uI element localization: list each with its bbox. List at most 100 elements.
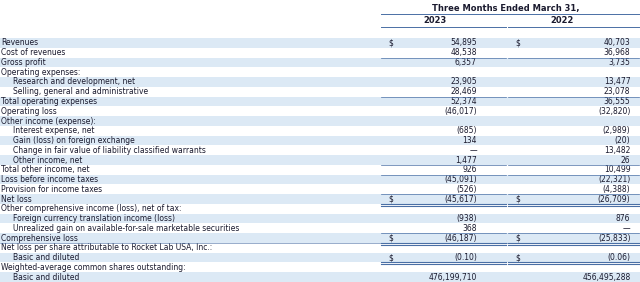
- Text: $: $: [388, 253, 394, 262]
- Text: Net loss per share attributable to Rocket Lab USA, Inc.:: Net loss per share attributable to Rocke…: [1, 243, 212, 252]
- Text: (26,709): (26,709): [598, 195, 630, 204]
- Bar: [0, 223, 640, 233]
- Text: $: $: [515, 38, 520, 47]
- Text: Other income (expense):: Other income (expense):: [1, 116, 96, 125]
- Text: 23,078: 23,078: [604, 87, 630, 96]
- Text: Weighted-average common shares outstanding:: Weighted-average common shares outstandi…: [1, 263, 186, 272]
- Text: (45,091): (45,091): [444, 175, 477, 184]
- Text: 28,469: 28,469: [451, 87, 477, 96]
- Text: Foreign currency translation income (loss): Foreign currency translation income (los…: [13, 214, 175, 223]
- Text: $: $: [515, 253, 520, 262]
- Text: (0.10): (0.10): [454, 253, 477, 262]
- Bar: [0, 67, 640, 77]
- Text: (32,820): (32,820): [598, 107, 630, 116]
- Bar: [0, 263, 640, 272]
- Text: Comprehensive loss: Comprehensive loss: [1, 233, 78, 243]
- Text: 36,968: 36,968: [604, 48, 630, 57]
- Text: (20): (20): [615, 136, 630, 145]
- Text: 23,905: 23,905: [450, 78, 477, 87]
- Text: $: $: [515, 233, 520, 243]
- Text: Other income, net: Other income, net: [13, 156, 82, 164]
- Text: Operating expenses:: Operating expenses:: [1, 68, 81, 77]
- Text: 926: 926: [462, 165, 477, 174]
- Text: —: —: [623, 224, 630, 233]
- Text: (4,388): (4,388): [603, 185, 630, 194]
- Text: (526): (526): [456, 185, 477, 194]
- Text: $: $: [388, 38, 394, 47]
- Bar: [0, 58, 640, 67]
- Bar: [0, 272, 640, 282]
- Bar: [0, 136, 640, 146]
- Text: Other comprehensive income (loss), net of tax:: Other comprehensive income (loss), net o…: [1, 204, 182, 213]
- Text: $: $: [388, 233, 394, 243]
- Text: $: $: [388, 195, 394, 204]
- Bar: [0, 253, 640, 263]
- Text: 3,735: 3,735: [609, 58, 630, 67]
- Text: 6,357: 6,357: [455, 58, 477, 67]
- Text: Total operating expenses: Total operating expenses: [1, 97, 97, 106]
- Bar: [0, 87, 640, 97]
- Text: Loss before income taxes: Loss before income taxes: [1, 175, 99, 184]
- Bar: [0, 194, 640, 204]
- Text: Gain (loss) on foreign exchange: Gain (loss) on foreign exchange: [13, 136, 134, 145]
- Text: 48,538: 48,538: [451, 48, 477, 57]
- Text: Selling, general and administrative: Selling, general and administrative: [13, 87, 148, 96]
- Text: 54,895: 54,895: [450, 38, 477, 47]
- Text: (45,617): (45,617): [444, 195, 477, 204]
- Bar: [0, 97, 640, 106]
- Text: Basic and diluted: Basic and diluted: [13, 253, 79, 262]
- Text: Interest expense, net: Interest expense, net: [13, 126, 94, 135]
- Text: (46,017): (46,017): [444, 107, 477, 116]
- Text: Total other income, net: Total other income, net: [1, 165, 90, 174]
- Text: 52,374: 52,374: [450, 97, 477, 106]
- Text: Revenues: Revenues: [1, 38, 38, 47]
- Text: (938): (938): [456, 214, 477, 223]
- Text: 2023: 2023: [424, 16, 447, 25]
- Text: 10,499: 10,499: [604, 165, 630, 174]
- Text: 134: 134: [462, 136, 477, 145]
- Text: 40,703: 40,703: [604, 38, 630, 47]
- Text: 36,555: 36,555: [604, 97, 630, 106]
- Text: 2022: 2022: [550, 16, 573, 25]
- Bar: [0, 77, 640, 87]
- Text: (25,833): (25,833): [598, 233, 630, 243]
- Text: Cost of revenues: Cost of revenues: [1, 48, 66, 57]
- Text: Change in fair value of liability classified warrants: Change in fair value of liability classi…: [13, 146, 205, 155]
- Bar: [0, 184, 640, 194]
- Text: (685): (685): [456, 126, 477, 135]
- Text: —: —: [469, 146, 477, 155]
- Text: Operating loss: Operating loss: [1, 107, 57, 116]
- Text: (22,321): (22,321): [598, 175, 630, 184]
- Text: (46,187): (46,187): [444, 233, 477, 243]
- Text: 368: 368: [462, 224, 477, 233]
- Text: (0.06): (0.06): [607, 253, 630, 262]
- Bar: [0, 106, 640, 116]
- Text: 1,477: 1,477: [455, 156, 477, 164]
- Bar: [0, 1, 640, 38]
- Bar: [0, 243, 640, 253]
- Text: (2,989): (2,989): [603, 126, 630, 135]
- Bar: [0, 116, 640, 126]
- Text: 13,482: 13,482: [604, 146, 630, 155]
- Text: 26: 26: [621, 156, 630, 164]
- Text: 876: 876: [616, 214, 630, 223]
- Text: Provision for income taxes: Provision for income taxes: [1, 185, 102, 194]
- Bar: [0, 165, 640, 175]
- Bar: [0, 146, 640, 155]
- Text: 476,199,710: 476,199,710: [428, 273, 477, 282]
- Text: Three Months Ended March 31,: Three Months Ended March 31,: [432, 4, 579, 13]
- Bar: [0, 233, 640, 243]
- Bar: [0, 38, 640, 48]
- Text: Net loss: Net loss: [1, 195, 32, 204]
- Text: 13,477: 13,477: [604, 78, 630, 87]
- Bar: [0, 214, 640, 223]
- Bar: [0, 126, 640, 136]
- Text: Gross profit: Gross profit: [1, 58, 46, 67]
- Bar: [0, 48, 640, 58]
- Text: $: $: [515, 195, 520, 204]
- Bar: [0, 204, 640, 214]
- Text: Basic and diluted: Basic and diluted: [13, 273, 79, 282]
- Text: 456,495,288: 456,495,288: [582, 273, 630, 282]
- Text: Unrealized gain on available-for-sale marketable securities: Unrealized gain on available-for-sale ma…: [13, 224, 239, 233]
- Bar: [0, 155, 640, 165]
